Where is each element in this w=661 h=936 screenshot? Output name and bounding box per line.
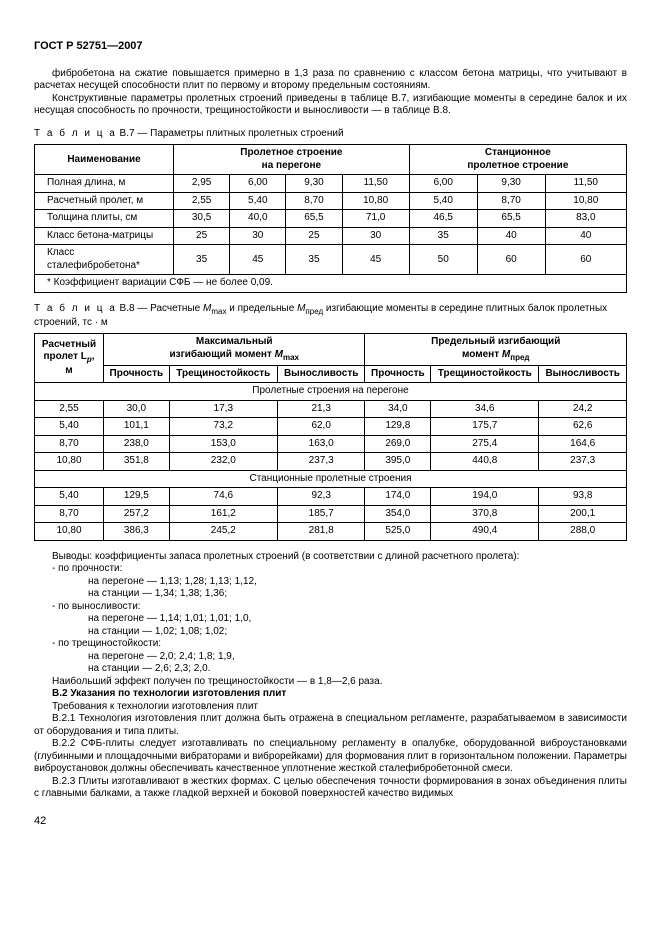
t8-h-crack2: Трещиностойкость <box>431 365 539 383</box>
section-b2-p2: В.2.2 СФБ-плиты следует изготавливать по… <box>34 738 627 776</box>
conc-2-l2: на станции — 2,6; 2,3; 2,0. <box>34 663 627 676</box>
doc-header: ГОСТ Р 52751—2007 <box>34 40 627 54</box>
conclusions-result: Наибольший эффект получен по трещиностой… <box>34 676 627 689</box>
t8-r1-3: 10,80351,8232,0237,3395,0440,8237,3 <box>35 453 627 471</box>
conc-2-t: - по трещиностойкости: <box>34 638 627 651</box>
section-b2-p3: В.2.3 Плиты изготавливают в жестких форм… <box>34 776 627 801</box>
t8-h-end2: Выносливость <box>539 365 627 383</box>
table7-caption: Т а б л и ц а В.7 — Параметры плитных пр… <box>34 128 627 141</box>
t8-r2-2: 10,80386,3245,2281,8525,0490,4288,0 <box>35 523 627 541</box>
t8-section-1: Пролетные строения на перегоне <box>35 383 627 401</box>
t8-r1-0: 2,5530,017,321,334,034,624,2 <box>35 400 627 418</box>
t7-row-1: Расчетный пролет, м 2,555,408,7010,80 5,… <box>35 192 627 210</box>
t8-h-strength1: Прочность <box>104 365 170 383</box>
t7-h-name: Наименование <box>35 145 174 175</box>
section-b2-req: Требования к технологии изготовления пли… <box>34 701 627 714</box>
conc-1-l2: на станции — 1,02; 1,08; 1,02; <box>34 626 627 639</box>
t8-r1-1: 5,40101,173,262,0129,8175,762,6 <box>35 418 627 436</box>
t8-r1-2: 8,70238,0153,0163,0269,0275,4164,6 <box>35 435 627 453</box>
conc-1-l1: на перегоне — 1,14; 1,01; 1,01; 1,0, <box>34 613 627 626</box>
conclusions-intro: Выводы: коэффициенты запаса пролетных ст… <box>34 551 627 564</box>
t8-section-2: Станционные пролетные строения <box>35 470 627 488</box>
t7-h-main: Пролетное строение на перегоне <box>174 145 410 175</box>
t7-row-2: Толщина плиты, см 30,540,065,571,0 46,56… <box>35 210 627 228</box>
conc-1-t: - по выносливости: <box>34 601 627 614</box>
conc-0-l1: на перегоне — 1,13; 1,28; 1,13; 1,12, <box>34 576 627 589</box>
t8-h-strength2: Прочность <box>365 365 431 383</box>
t7-footnote: * Коэффициент вариации СФБ — не более 0,… <box>35 275 627 293</box>
intro-para-1: фибробетона на сжатие повышается примерн… <box>34 68 627 93</box>
t8-r2-0: 5,40129,574,692,3174,0194,093,8 <box>35 488 627 506</box>
t8-h-lim: Предельный изгибающий момент Mпред <box>365 334 627 366</box>
t7-h-station: Станционное пролетное строение <box>409 145 626 175</box>
t7-row-0: Полная длина, м 2,956,009,3011,50 6,009,… <box>35 175 627 193</box>
t8-h-crack1: Трещиностойкость <box>169 365 277 383</box>
t8-h-span: Расчетный пролет Lр, м <box>35 334 104 383</box>
table8-caption: Т а б л и ц а В.8 — Расчетные Mmax и пре… <box>34 303 627 330</box>
conc-0-l2: на станции — 1,34; 1,38; 1,36; <box>34 588 627 601</box>
page-number: 42 <box>34 815 627 829</box>
conc-2-l1: на перегоне — 2,0; 2,4; 1,8; 1,9, <box>34 651 627 664</box>
table-7: Наименование Пролетное строение на перег… <box>34 144 627 293</box>
conc-0-t: - по прочности: <box>34 563 627 576</box>
t7-row-4: Класс сталефибробетона* 35453545 506060 <box>35 245 627 275</box>
t8-h-end1: Выносливость <box>277 365 365 383</box>
section-b2-p1: В.2.1 Технология изготовления плит должн… <box>34 713 627 738</box>
t7-row-3: Класс бетона-матрицы 25302530 354040 <box>35 227 627 245</box>
table-8: Расчетный пролет Lр, м Максимальный изги… <box>34 333 627 541</box>
intro-para-2: Конструктивные параметры пролетных строе… <box>34 93 627 118</box>
section-b2-title: В.2 Указания по технологии изготовления … <box>34 688 627 701</box>
t8-h-max: Максимальный изгибающий момент Mmax <box>104 334 365 366</box>
t8-r2-1: 8,70257,2161,2185,7354,0370,8200,1 <box>35 505 627 523</box>
